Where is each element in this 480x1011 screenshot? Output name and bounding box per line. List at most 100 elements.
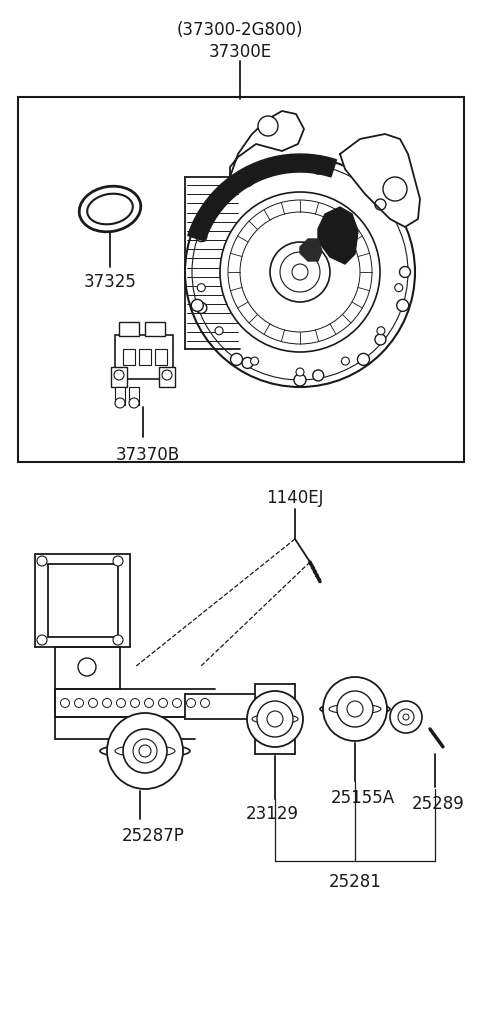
Circle shape [358, 354, 370, 366]
Circle shape [377, 328, 385, 336]
Circle shape [399, 267, 410, 278]
Circle shape [172, 699, 181, 708]
Circle shape [292, 265, 308, 281]
Circle shape [37, 635, 47, 645]
Bar [111, 368, 127, 387]
Polygon shape [255, 684, 295, 754]
Circle shape [133, 739, 157, 763]
Circle shape [123, 729, 167, 773]
Polygon shape [340, 134, 420, 227]
Circle shape [247, 692, 303, 747]
Circle shape [196, 303, 207, 314]
Bar [18, 98, 464, 463]
Circle shape [129, 398, 139, 408]
Bar [145, 323, 165, 337]
Circle shape [375, 335, 386, 346]
Circle shape [192, 300, 204, 312]
Bar [115, 387, 125, 405]
Circle shape [114, 371, 124, 380]
Polygon shape [55, 647, 120, 690]
Circle shape [280, 253, 320, 293]
Bar [155, 350, 167, 366]
Circle shape [162, 371, 172, 380]
Circle shape [187, 699, 195, 708]
Circle shape [158, 699, 168, 708]
Circle shape [78, 658, 96, 676]
Circle shape [313, 371, 324, 381]
Text: 25289: 25289 [412, 795, 464, 812]
Circle shape [107, 714, 183, 790]
Polygon shape [300, 240, 322, 262]
Circle shape [403, 715, 409, 720]
Circle shape [270, 243, 330, 302]
Text: 37370B: 37370B [116, 446, 180, 463]
Ellipse shape [79, 187, 141, 233]
Circle shape [257, 702, 293, 737]
Bar [123, 350, 135, 366]
Polygon shape [230, 112, 304, 178]
Circle shape [323, 677, 387, 741]
Polygon shape [188, 155, 336, 242]
Circle shape [395, 284, 403, 292]
Polygon shape [185, 695, 260, 719]
Circle shape [144, 699, 154, 708]
Circle shape [390, 702, 422, 733]
Circle shape [347, 702, 363, 717]
Polygon shape [55, 717, 195, 739]
Circle shape [258, 117, 278, 136]
Circle shape [313, 164, 324, 175]
Circle shape [396, 300, 408, 312]
Text: 25287P: 25287P [121, 826, 184, 844]
Ellipse shape [252, 715, 298, 724]
Text: 23129: 23129 [245, 804, 299, 822]
Circle shape [215, 328, 223, 336]
Circle shape [74, 699, 84, 708]
Circle shape [337, 692, 373, 727]
Circle shape [115, 398, 125, 408]
Text: 1140EJ: 1140EJ [266, 488, 324, 507]
Ellipse shape [87, 194, 133, 225]
Text: 37325: 37325 [84, 273, 136, 291]
Circle shape [267, 712, 283, 727]
Circle shape [60, 699, 70, 708]
Polygon shape [318, 208, 358, 265]
Bar [139, 350, 151, 366]
Text: 37300E: 37300E [208, 42, 272, 61]
Text: 25281: 25281 [329, 872, 382, 890]
Ellipse shape [329, 705, 381, 715]
Circle shape [113, 556, 123, 566]
Circle shape [398, 710, 414, 725]
Circle shape [251, 358, 259, 366]
Circle shape [383, 178, 407, 202]
Circle shape [230, 354, 242, 366]
Circle shape [103, 699, 111, 708]
Circle shape [375, 200, 386, 211]
Circle shape [242, 176, 253, 187]
Ellipse shape [320, 704, 390, 716]
Polygon shape [35, 554, 130, 647]
Circle shape [117, 699, 125, 708]
Text: 25155A: 25155A [331, 789, 395, 806]
Polygon shape [48, 564, 118, 637]
Circle shape [88, 699, 97, 708]
Bar [129, 387, 139, 405]
Polygon shape [55, 690, 215, 717]
Circle shape [196, 232, 207, 243]
Ellipse shape [115, 745, 175, 757]
Circle shape [341, 358, 349, 366]
Circle shape [139, 745, 151, 757]
Ellipse shape [100, 744, 190, 758]
Polygon shape [185, 178, 240, 350]
Circle shape [131, 699, 140, 708]
Circle shape [37, 556, 47, 566]
Bar [159, 368, 175, 387]
Bar [119, 323, 139, 337]
Circle shape [197, 284, 205, 292]
Circle shape [242, 358, 253, 369]
Circle shape [201, 699, 209, 708]
Circle shape [113, 635, 123, 645]
Bar [115, 336, 173, 379]
Circle shape [294, 375, 306, 386]
Circle shape [296, 369, 304, 377]
Circle shape [185, 158, 415, 387]
